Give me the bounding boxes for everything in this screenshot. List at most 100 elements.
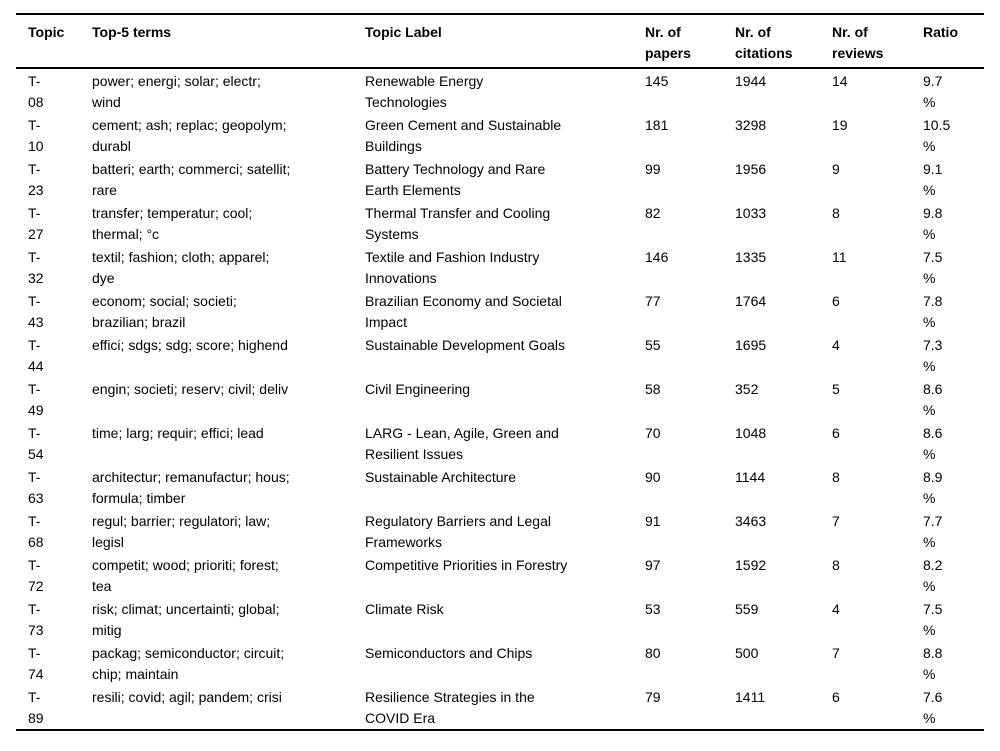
cell-topic-id: T- 43 (28, 293, 44, 330)
cell-ratio: 8.6 % (923, 425, 943, 462)
cell-topic-label: Sustainable Architecture (365, 469, 516, 485)
col-header-nr-papers: Nr. of papers (645, 14, 735, 69)
table-row: T- 63 architectur; remanufactur; hous; f… (16, 465, 984, 509)
cell-topic-label: Competitive Priorities in Forestry (365, 557, 568, 573)
cell-topic-label: Textile and Fashion Industry Innovations (365, 249, 540, 286)
table-row: T- 73 risk; climat; uncertainti; global;… (16, 597, 984, 641)
cell-ratio: 7.5 % (923, 249, 943, 286)
cell-top5-terms: engin; societi; reserv; civil; deliv (92, 381, 289, 397)
cell-topic-label: Green Cement and Sustainable Buildings (365, 117, 562, 154)
cell-nr-papers: 90 (645, 469, 661, 485)
cell-topic-id: T- 23 (28, 161, 44, 198)
cell-topic-label: Renewable Energy Technologies (365, 73, 484, 110)
cell-ratio: 9.1 % (923, 161, 943, 198)
cell-nr-reviews: 7 (832, 513, 840, 529)
cell-ratio: 10.5 % (923, 117, 951, 154)
cell-nr-citations: 1048 (735, 425, 767, 441)
cell-nr-reviews: 7 (832, 645, 840, 661)
cell-top5-terms: cement; ash; replac; geopolym; durabl (92, 117, 287, 154)
table-row: T- 72 competit; wood; prioriti; forest; … (16, 553, 984, 597)
cell-ratio: 7.8 % (923, 293, 943, 330)
cell-nr-reviews: 6 (832, 425, 840, 441)
col-header-topic-label: Topic Label (365, 14, 645, 69)
cell-nr-reviews: 19 (832, 117, 848, 133)
cell-top5-terms: transfer; temperatur; cool; thermal; °c (92, 205, 253, 242)
cell-top5-terms: power; energi; solar; electr; wind (92, 73, 261, 110)
cell-nr-citations: 1695 (735, 337, 767, 353)
cell-top5-terms: regul; barrier; regulatori; law; legisl (92, 513, 271, 550)
topics-table: Topic Top-5 terms Topic Label Nr. of pap… (16, 13, 984, 731)
table-row: T- 10 cement; ash; replac; geopolym; dur… (16, 113, 984, 157)
cell-topic-id: T- 68 (28, 513, 44, 550)
cell-topic-label: LARG - Lean, Agile, Green and Resilient … (365, 425, 559, 462)
table-row: T- 44 effici; sdgs; sdg; score; highend … (16, 333, 984, 377)
cell-nr-citations: 500 (735, 645, 759, 661)
table-row: T- 89 resili; covid; agil; pandem; crisi… (16, 685, 984, 730)
cell-top5-terms: risk; climat; uncertainti; global; mitig (92, 601, 280, 638)
cell-topic-label: Thermal Transfer and Cooling Systems (365, 205, 551, 242)
cell-nr-reviews: 9 (832, 161, 840, 177)
cell-top5-terms: textil; fashion; cloth; apparel; dye (92, 249, 270, 286)
cell-topic-label: Battery Technology and Rare Earth Elemen… (365, 161, 546, 198)
cell-topic-id: T- 89 (28, 689, 44, 726)
cell-nr-papers: 80 (645, 645, 661, 661)
cell-nr-citations: 1335 (735, 249, 767, 265)
cell-nr-reviews: 6 (832, 689, 840, 705)
cell-ratio: 8.8 % (923, 645, 943, 682)
cell-nr-papers: 70 (645, 425, 661, 441)
cell-nr-citations: 559 (735, 601, 759, 617)
col-header-top5-terms: Top-5 terms (92, 14, 365, 69)
cell-ratio: 8.9 % (923, 469, 943, 506)
cell-top5-terms: competit; wood; prioriti; forest; tea (92, 557, 279, 594)
cell-nr-reviews: 14 (832, 73, 848, 89)
cell-top5-terms: architectur; remanufactur; hous; formula… (92, 469, 290, 506)
cell-nr-papers: 58 (645, 381, 661, 397)
col-header-nr-citations: Nr. of citations (735, 14, 832, 69)
cell-nr-papers: 53 (645, 601, 661, 617)
cell-topic-id: T- 32 (28, 249, 44, 286)
cell-ratio: 8.6 % (923, 381, 943, 418)
table-row: T- 49 engin; societi; reserv; civil; del… (16, 377, 984, 421)
cell-nr-reviews: 8 (832, 469, 840, 485)
cell-topic-label: Civil Engineering (365, 381, 471, 397)
cell-topic-id: T- 27 (28, 205, 44, 242)
col-header-nr-reviews: Nr. of reviews (832, 14, 923, 69)
cell-nr-reviews: 8 (832, 557, 840, 573)
topics-table-container: Topic Top-5 terms Topic Label Nr. of pap… (16, 13, 984, 731)
cell-nr-papers: 145 (645, 73, 669, 89)
cell-nr-papers: 79 (645, 689, 661, 705)
cell-topic-label: Semiconductors and Chips (365, 645, 533, 661)
cell-ratio: 7.5 % (923, 601, 943, 638)
cell-topic-label: Resilience Strategies in the COVID Era (365, 689, 535, 726)
cell-nr-papers: 82 (645, 205, 661, 221)
cell-top5-terms: econom; social; societi; brazilian; braz… (92, 293, 237, 330)
cell-topic-id: T- 54 (28, 425, 44, 462)
table-row: T- 08 power; energi; solar; electr; wind… (16, 68, 984, 113)
cell-nr-citations: 3463 (735, 513, 767, 529)
cell-nr-citations: 352 (735, 381, 759, 397)
cell-top5-terms: batteri; earth; commerci; satellit; rare (92, 161, 291, 198)
table-row: T- 43 econom; social; societi; brazilian… (16, 289, 984, 333)
cell-ratio: 9.7 % (923, 73, 943, 110)
cell-topic-id: T- 44 (28, 337, 44, 374)
table-header: Topic Top-5 terms Topic Label Nr. of pap… (16, 14, 984, 69)
cell-nr-reviews: 5 (832, 381, 840, 397)
cell-topic-id: T- 74 (28, 645, 44, 682)
cell-topic-id: T- 73 (28, 601, 44, 638)
cell-nr-papers: 55 (645, 337, 661, 353)
cell-nr-reviews: 4 (832, 601, 840, 617)
cell-top5-terms: packag; semiconductor; circuit; chip; ma… (92, 645, 285, 682)
cell-nr-citations: 1956 (735, 161, 767, 177)
cell-topic-id: T- 08 (28, 73, 44, 110)
col-header-ratio: Ratio (923, 14, 984, 69)
cell-nr-papers: 99 (645, 161, 661, 177)
cell-topic-label: Regulatory Barriers and Legal Frameworks (365, 513, 551, 550)
cell-ratio: 8.2 % (923, 557, 943, 594)
cell-nr-citations: 1592 (735, 557, 767, 573)
col-header-topic: Topic (16, 14, 92, 69)
cell-ratio: 9.8 % (923, 205, 943, 242)
cell-nr-citations: 1411 (735, 689, 766, 705)
cell-nr-papers: 97 (645, 557, 661, 573)
cell-nr-citations: 1144 (735, 469, 766, 485)
